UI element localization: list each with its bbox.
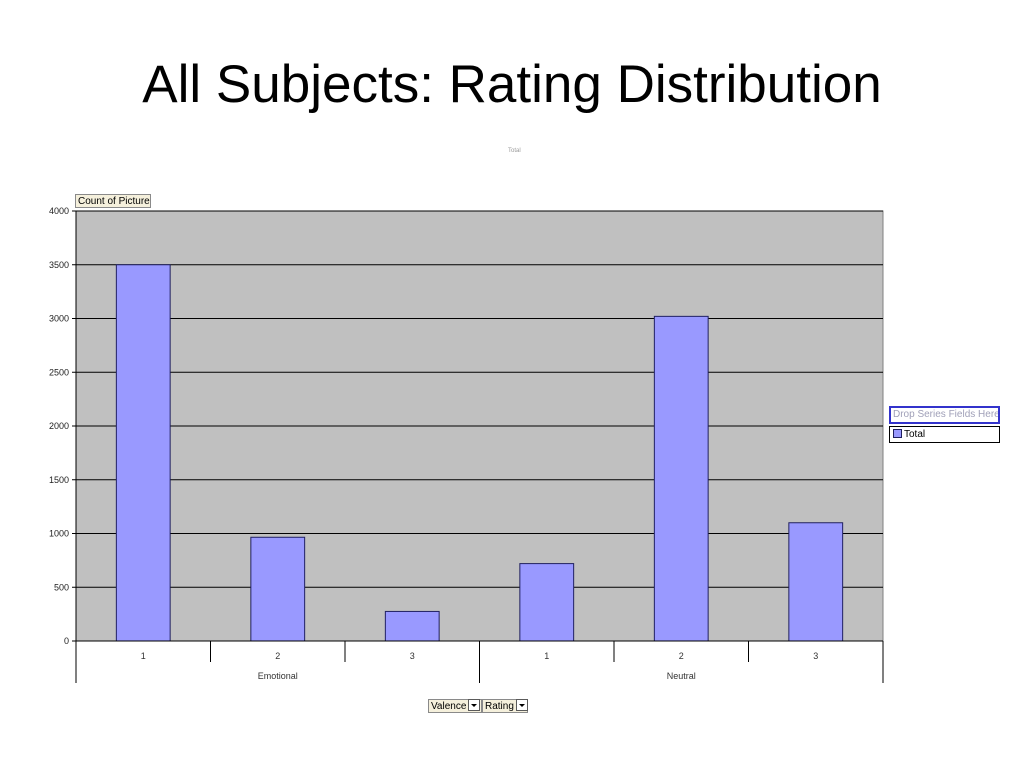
chart-legend: Total: [889, 426, 1000, 443]
valence-field-button[interactable]: Valence: [428, 699, 482, 713]
bar-emotional-2: [250, 536, 306, 642]
drop-series-label: Drop Series Fields Here: [893, 409, 1000, 420]
valence-dropdown-icon[interactable]: [468, 699, 481, 712]
x-tick-label-neutral-1: 1: [544, 651, 549, 661]
rating-field-button[interactable]: Rating: [482, 699, 528, 713]
x-tick-label-emotional-2: 2: [275, 651, 280, 661]
bar-neutral-2: [653, 315, 709, 642]
bar-neutral-3: [788, 522, 844, 642]
faint-total-label: Total: [508, 148, 521, 154]
drop-series-fields-zone[interactable]: Drop Series Fields Here: [889, 406, 1000, 424]
x-tick-label-emotional-1: 1: [141, 651, 146, 661]
x-tick-label-neutral-3: 3: [813, 651, 818, 661]
rating-field-label: Rating: [485, 701, 514, 712]
y-tick-label-2500: 2500: [49, 367, 69, 377]
x-group-label-neutral: Neutral: [667, 671, 696, 681]
y-tick-label-2000: 2000: [49, 421, 69, 431]
bar-emotional-1: [115, 264, 171, 642]
y-tick-label-0: 0: [64, 636, 69, 646]
rating-dropdown-icon[interactable]: [515, 699, 528, 712]
y-tick-label-500: 500: [54, 582, 69, 592]
bar-emotional-3: [384, 610, 440, 642]
y-tick-label-3500: 3500: [49, 260, 69, 270]
legend-swatch-icon: [893, 428, 902, 438]
slide-title: All Subjects: Rating Distribution: [142, 55, 882, 114]
legend-entry-total: Total: [904, 429, 926, 440]
y-tick-label-1500: 1500: [49, 475, 69, 485]
bar-neutral-1: [519, 563, 575, 642]
x-tick-label-emotional-3: 3: [410, 651, 415, 661]
x-group-label-emotional: Emotional: [258, 671, 298, 681]
y-tick-label-4000: 4000: [49, 206, 69, 216]
y-tick-label-1000: 1000: [49, 529, 69, 539]
y-tick-label-3000: 3000: [49, 314, 69, 324]
count-of-picture-label: Count of Picture: [78, 196, 150, 207]
count-of-picture-field-button[interactable]: Count of Picture: [75, 194, 151, 208]
x-tick-label-neutral-2: 2: [679, 651, 684, 661]
valence-field-label: Valence: [431, 701, 467, 712]
